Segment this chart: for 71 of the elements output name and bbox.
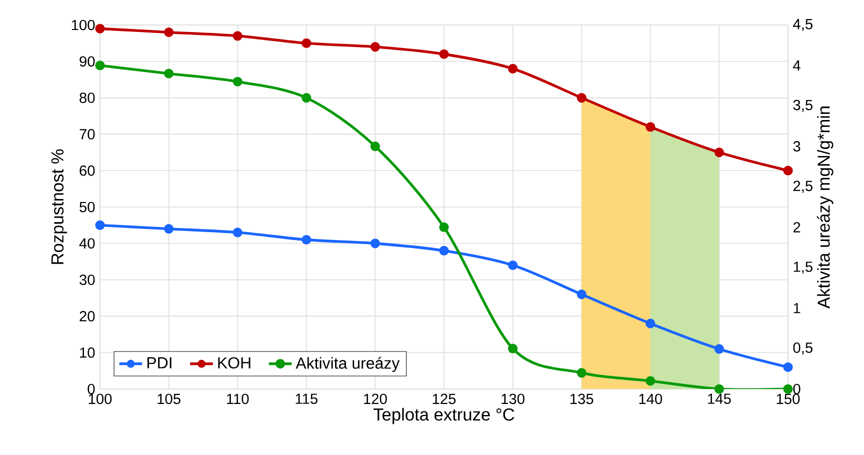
legend-label: KOH: [218, 357, 250, 368]
point: [95, 60, 105, 70]
point: [164, 68, 174, 78]
point: [576, 290, 586, 300]
point: [302, 38, 312, 48]
point: [164, 27, 174, 38]
x-tick-label: 125: [432, 394, 456, 404]
point: [439, 49, 449, 59]
point: [95, 24, 105, 34]
y2-tick-label: 1,5: [794, 262, 812, 274]
y-tick-label: 10: [80, 347, 95, 358]
y2-tick-label: 0,5: [793, 342, 812, 355]
point: [783, 166, 793, 176]
y-tick-label: 40: [79, 238, 95, 249]
y2-axis-title: Aktivita ureázy mgN/g*min: [816, 106, 834, 309]
y-tick-label: 60: [80, 165, 95, 176]
y2-tick-label: 2,5: [793, 180, 812, 193]
point: [576, 93, 586, 103]
point: [783, 362, 793, 372]
point: [646, 318, 656, 328]
y2-tick-label: 4: [793, 60, 800, 70]
y2-tick-label: 0: [793, 384, 800, 394]
point: [714, 148, 724, 158]
x-tick-label: 110: [227, 394, 249, 404]
x-tick-label: 140: [639, 394, 662, 404]
y2-tick-label: 3,5: [793, 100, 812, 112]
point: [232, 228, 242, 238]
point: [232, 31, 242, 41]
y2-tick-label: 4,5: [793, 19, 812, 31]
y-tick-label: 100: [72, 20, 95, 30]
point: [576, 368, 586, 378]
y2-tick-label: 1: [794, 303, 800, 314]
point: [232, 76, 242, 86]
point: [370, 142, 380, 152]
point: [439, 222, 449, 232]
x-tick-label: 100: [88, 394, 112, 404]
y-tick-label: 80: [80, 92, 95, 103]
x-tick-label: 145: [708, 394, 731, 404]
point: [370, 42, 380, 52]
point: [783, 384, 793, 394]
x-tick-label: 120: [364, 394, 387, 404]
y-tick-label: 50: [80, 202, 95, 212]
y2-tick-label: 2: [793, 222, 800, 232]
legend-label: Aktivita ureázy: [296, 356, 400, 372]
point: [646, 376, 656, 386]
x-tick-label: 115: [296, 394, 318, 404]
point: [439, 246, 449, 256]
y-tick-label: 20: [80, 311, 95, 322]
y-tick-label: 70: [80, 129, 95, 140]
y-tick-label: 0: [88, 384, 95, 394]
point: [508, 260, 518, 270]
y-tick-label: 30: [80, 274, 95, 285]
y-tick-label: 90: [80, 56, 95, 67]
point: [714, 384, 724, 394]
x-tick-label: 105: [158, 394, 180, 404]
point: [164, 224, 174, 234]
point: [508, 64, 518, 74]
y-axis-title: Rozpustnost %: [51, 149, 67, 264]
point: [302, 234, 312, 245]
legend-label: PDI: [147, 357, 172, 368]
point: [370, 238, 380, 248]
x-tick-label: 150: [776, 394, 800, 404]
point: [714, 344, 724, 354]
x-tick-label: 130: [502, 394, 524, 404]
point: [508, 344, 518, 354]
point: [95, 220, 105, 230]
x-axis-title: Teplota extruze °C: [373, 408, 514, 424]
point: [302, 93, 312, 103]
y2-tick-label: 3: [793, 141, 800, 152]
point: [646, 122, 656, 132]
x-tick-label: 135: [570, 394, 594, 404]
